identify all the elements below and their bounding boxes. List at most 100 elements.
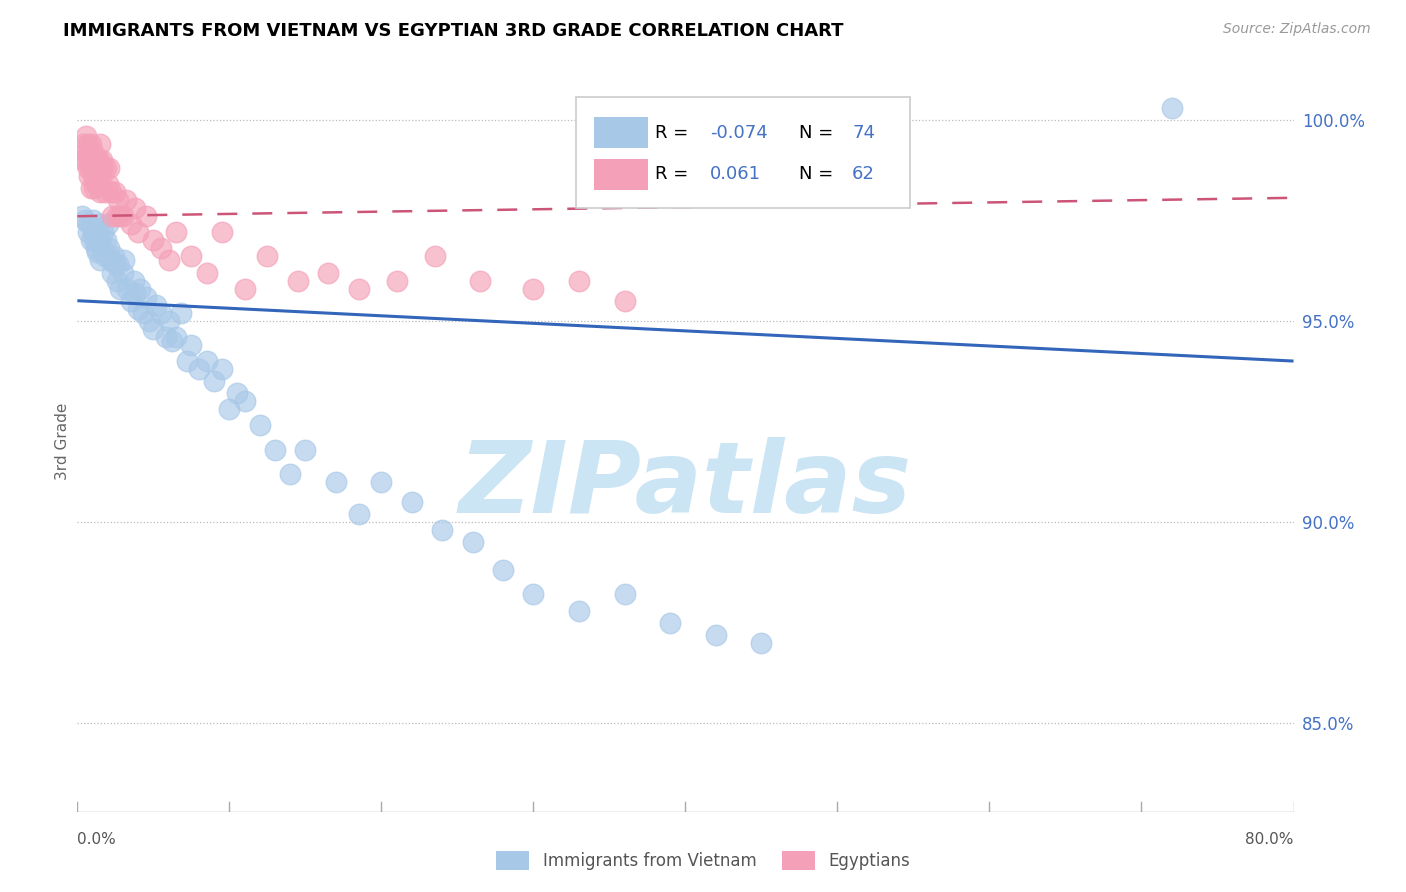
- Point: [84, 177, 107, 191]
- Text: ZIPatlas: ZIPatlas: [458, 437, 912, 534]
- Point: [180, 338, 202, 352]
- Text: R =: R =: [655, 124, 695, 142]
- Point: [135, 209, 157, 223]
- Point: [124, 201, 146, 215]
- Point: [385, 274, 408, 288]
- Point: [97, 249, 120, 263]
- Point: [86, 245, 108, 260]
- Point: [89, 161, 111, 175]
- Point: [1161, 101, 1184, 115]
- Point: [114, 253, 136, 268]
- Point: [120, 293, 142, 308]
- Point: [86, 225, 108, 239]
- Point: [89, 136, 111, 151]
- Point: [98, 241, 121, 255]
- Point: [316, 266, 339, 280]
- Point: [470, 274, 492, 288]
- Point: [127, 301, 149, 316]
- FancyBboxPatch shape: [595, 117, 648, 148]
- Point: [86, 153, 108, 167]
- Point: [195, 354, 218, 368]
- Point: [103, 249, 125, 263]
- Point: [249, 418, 271, 433]
- Point: [75, 128, 97, 143]
- Point: [77, 161, 100, 175]
- Point: [80, 161, 103, 175]
- Point: [93, 185, 115, 199]
- Point: [79, 145, 101, 159]
- Point: [84, 241, 107, 255]
- Point: [96, 161, 118, 175]
- Point: [287, 274, 309, 288]
- Point: [142, 322, 165, 336]
- Point: [157, 314, 180, 328]
- Point: [70, 153, 93, 167]
- Point: [226, 386, 249, 401]
- Point: [89, 233, 111, 247]
- Point: [176, 354, 198, 368]
- Point: [202, 374, 225, 388]
- Point: [84, 153, 107, 167]
- Y-axis label: 3rd Grade: 3rd Grade: [55, 403, 70, 480]
- Point: [105, 209, 128, 223]
- Point: [97, 177, 120, 191]
- Point: [180, 249, 202, 263]
- Point: [613, 587, 636, 601]
- Point: [87, 177, 110, 191]
- Point: [80, 181, 103, 195]
- Point: [233, 394, 256, 409]
- Point: [100, 185, 122, 199]
- Text: Source: ZipAtlas.com: Source: ZipAtlas.com: [1223, 22, 1371, 37]
- Text: 62: 62: [852, 165, 875, 183]
- Point: [89, 185, 111, 199]
- Point: [98, 161, 121, 175]
- Point: [120, 217, 142, 231]
- Point: [461, 535, 484, 549]
- Point: [77, 225, 100, 239]
- Point: [104, 258, 127, 272]
- Point: [115, 193, 138, 207]
- Point: [107, 193, 129, 207]
- Text: N =: N =: [799, 165, 838, 183]
- Text: 80.0%: 80.0%: [1246, 832, 1294, 847]
- Point: [101, 266, 124, 280]
- Point: [211, 362, 233, 376]
- Point: [90, 241, 112, 255]
- Point: [423, 249, 446, 263]
- Point: [72, 136, 94, 151]
- Point: [218, 402, 240, 417]
- Point: [82, 213, 104, 227]
- Point: [347, 507, 370, 521]
- Point: [79, 217, 101, 231]
- Text: N =: N =: [799, 124, 838, 142]
- Point: [124, 285, 146, 300]
- Point: [233, 282, 256, 296]
- Point: [79, 169, 101, 183]
- Point: [256, 249, 278, 263]
- Point: [77, 136, 100, 151]
- Point: [294, 442, 316, 457]
- Point: [100, 253, 122, 268]
- Point: [492, 563, 515, 577]
- Point: [751, 636, 773, 650]
- Point: [80, 136, 103, 151]
- Point: [86, 177, 108, 191]
- Point: [157, 253, 180, 268]
- Point: [568, 603, 591, 617]
- Point: [91, 225, 114, 239]
- FancyBboxPatch shape: [595, 159, 648, 190]
- Point: [145, 298, 167, 312]
- Point: [101, 209, 124, 223]
- Legend: Immigrants from Vietnam, Egyptians: Immigrants from Vietnam, Egyptians: [489, 844, 917, 877]
- Point: [117, 282, 139, 296]
- Point: [90, 177, 112, 191]
- Point: [89, 253, 111, 268]
- Point: [188, 362, 211, 376]
- Point: [75, 153, 97, 167]
- Point: [127, 225, 149, 239]
- Point: [91, 161, 114, 175]
- Point: [70, 209, 93, 223]
- Point: [325, 475, 347, 489]
- Text: IMMIGRANTS FROM VIETNAM VS EGYPTIAN 3RD GRADE CORRELATION CHART: IMMIGRANTS FROM VIETNAM VS EGYPTIAN 3RD …: [63, 22, 844, 40]
- Point: [90, 153, 112, 167]
